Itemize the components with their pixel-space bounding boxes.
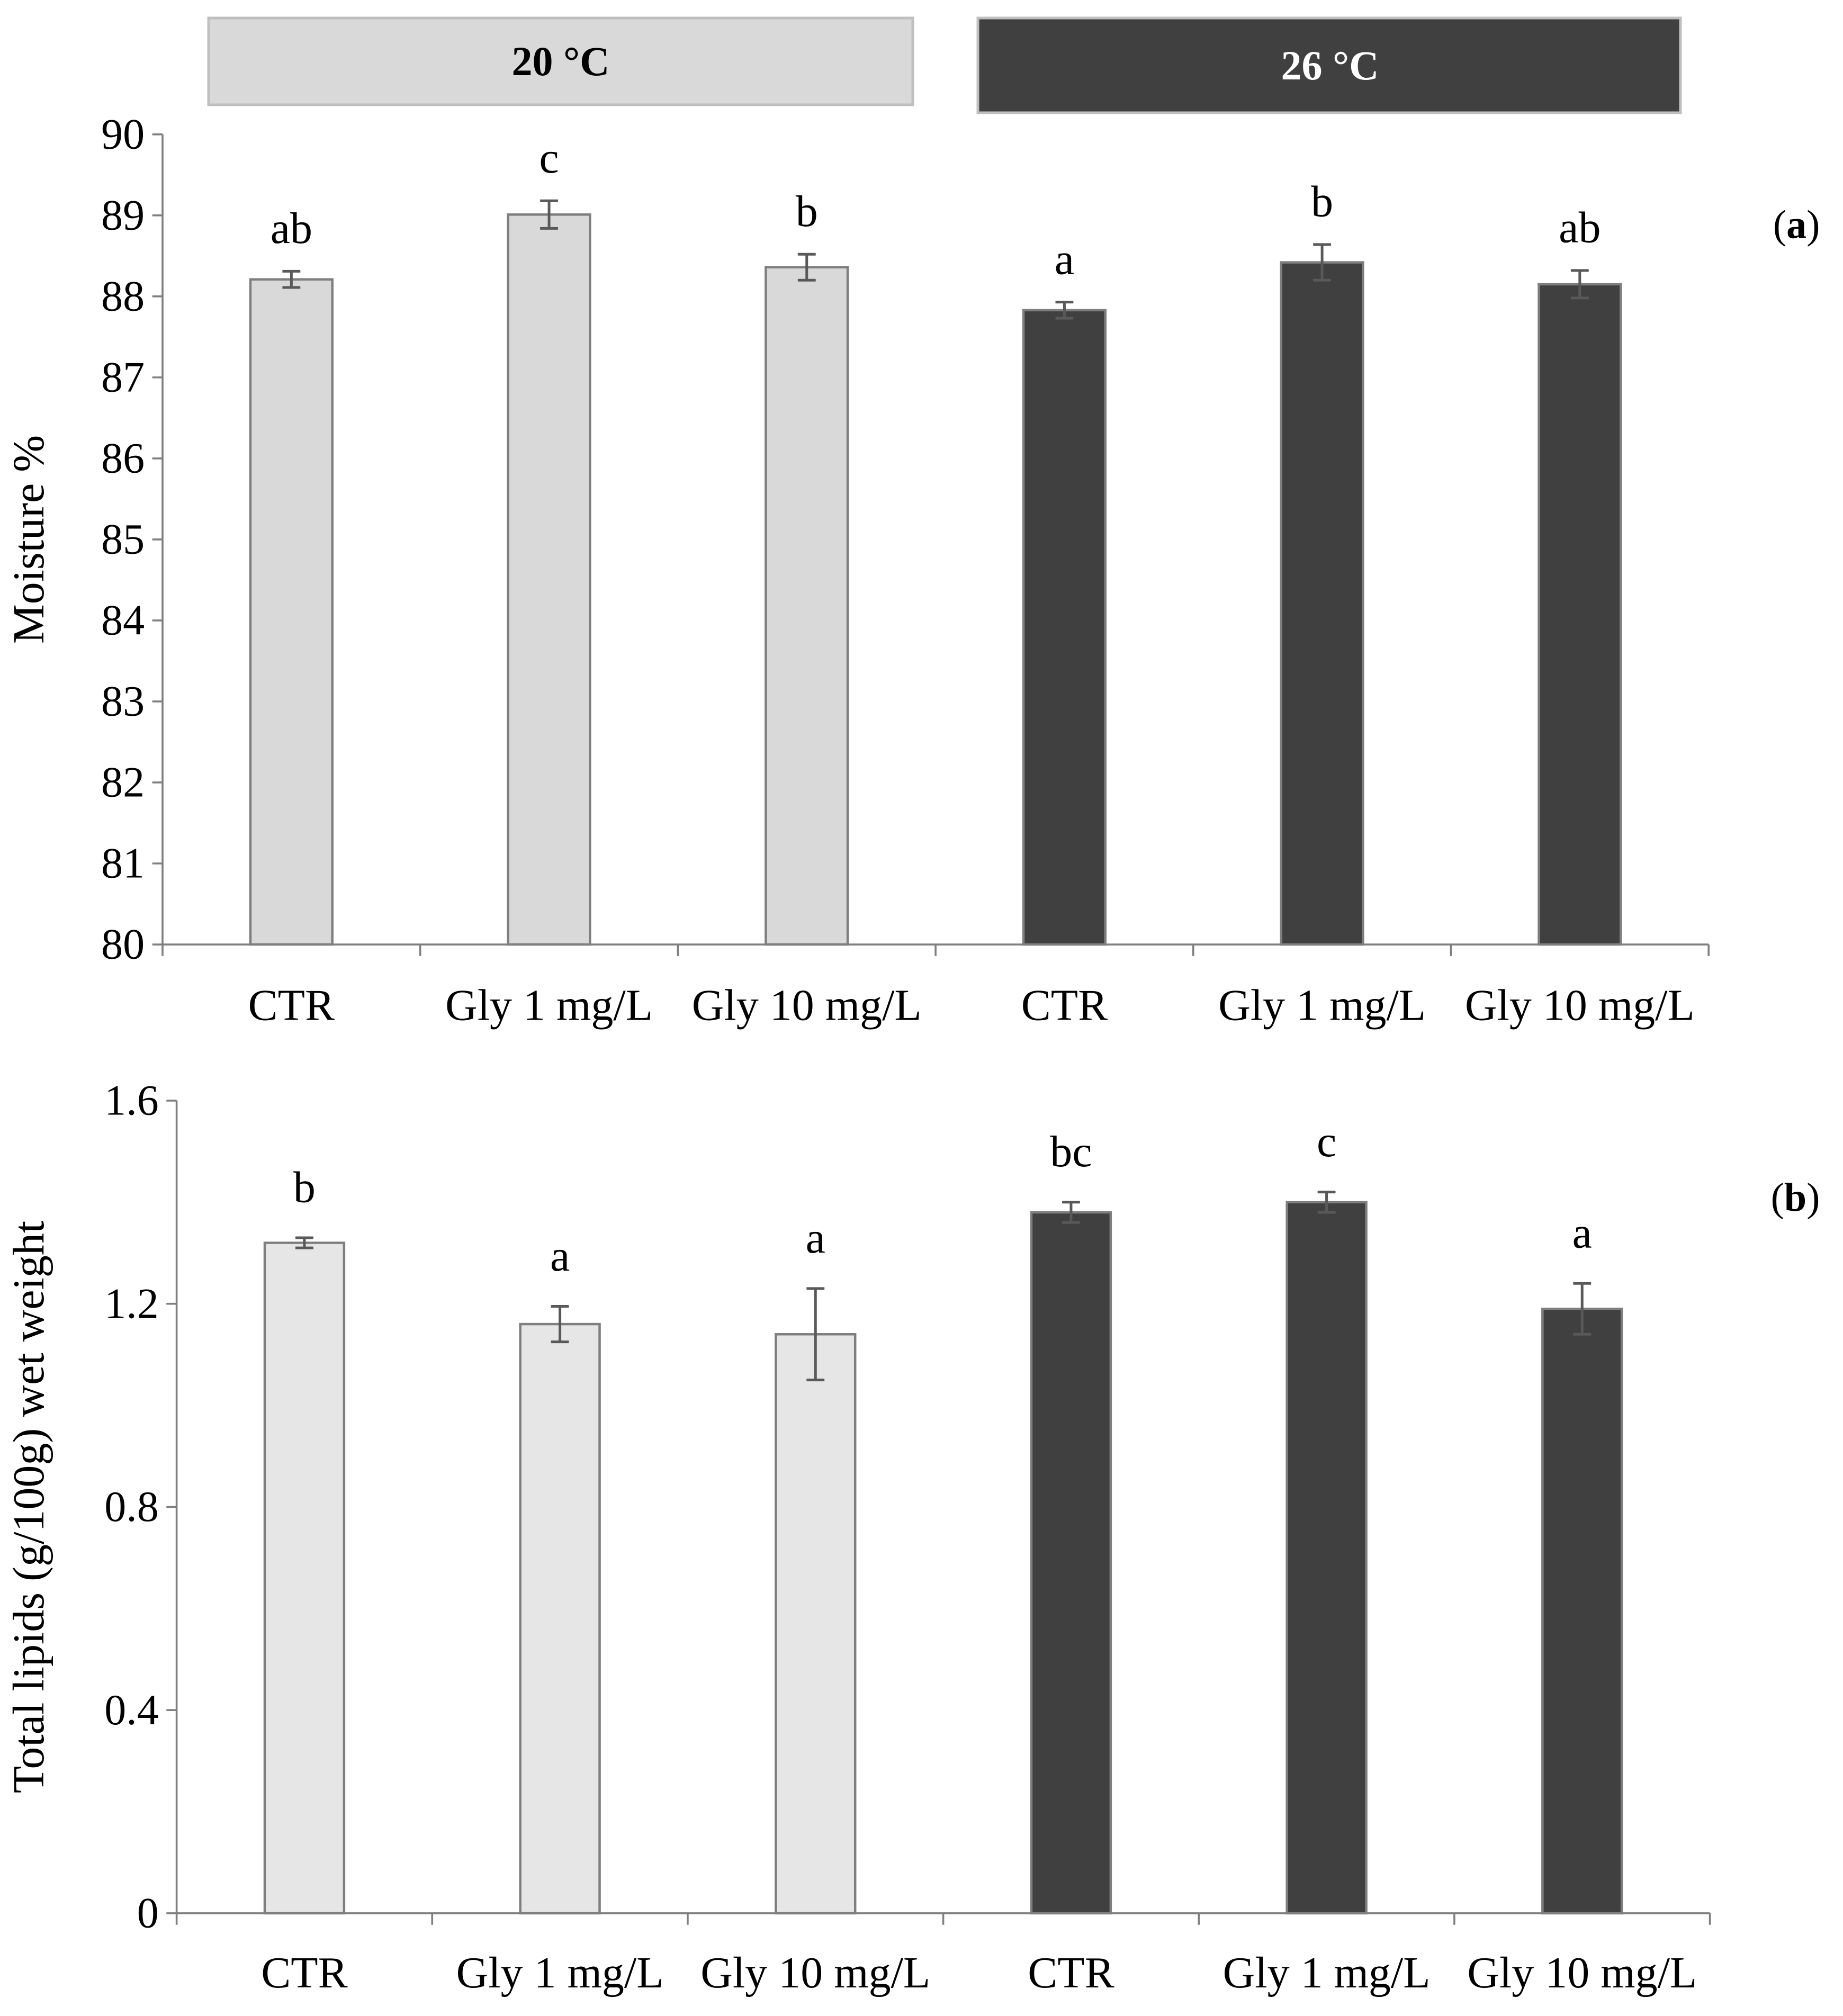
bar [519, 1322, 601, 1915]
panel-label-letter: a [1786, 203, 1806, 247]
significance-letter: a [1055, 235, 1074, 284]
bar [1285, 1201, 1368, 1915]
panel-label: (a) [1773, 203, 1820, 247]
legend: 20 °C 26 °C [207, 16, 1682, 114]
y-tick-label: 84 [101, 596, 145, 644]
y-tick-label: 88 [101, 272, 145, 320]
panel-label-letter: b [1784, 1175, 1806, 1220]
x-category-label: Gly 10 mg/L [1467, 1948, 1697, 1997]
y-tick-label: 82 [101, 758, 145, 806]
panel-label: (b) [1771, 1175, 1820, 1220]
x-category-label: Gly 1 mg/L [445, 981, 653, 1030]
x-category-label: Gly 10 mg/L [1465, 981, 1695, 1030]
bar [1030, 1211, 1112, 1915]
significance-letter: a [806, 1213, 825, 1263]
y-axis-title: Total lipids (g/100g) wet weight [4, 1221, 53, 1793]
legend-label-26c: 26 °C [1281, 42, 1379, 88]
legend-item-20c: 20 °C [207, 16, 914, 106]
x-category-label: Gly 10 mg/L [692, 981, 922, 1030]
x-category-label: Gly 1 mg/L [1223, 1948, 1431, 1997]
x-category-label: Gly 1 mg/L [456, 1948, 664, 1997]
bar [263, 1241, 346, 1915]
significance-letter: ab [1559, 203, 1601, 253]
y-tick-label: 86 [101, 434, 145, 482]
bar [249, 278, 334, 946]
significance-letter: b [1311, 177, 1333, 227]
y-tick-label: 90 [101, 110, 145, 158]
panel-label-close: ) [1806, 1175, 1820, 1220]
panel-b-total-lipids-chart: 0 0.4 0.8 1.2 1.6 Total lipids (g/100g) wet w… [4, 1076, 1820, 1998]
bar [775, 1333, 857, 1915]
x-category-label: Gly 10 mg/L [700, 1948, 930, 1997]
legend-label-20c: 20 °C [511, 38, 609, 84]
bar [1541, 1308, 1623, 1915]
legend-swatch-20c [207, 16, 914, 106]
panel-label-open: ( [1771, 1175, 1784, 1220]
bar [1538, 283, 1622, 946]
y-tick-label: 85 [101, 515, 145, 563]
x-category-label: CTR [1021, 981, 1108, 1030]
legend-swatch-26c [976, 16, 1682, 114]
x-category-label: CTR [1028, 1948, 1114, 1997]
y-tick-label: 81 [101, 839, 145, 887]
y-tick-label: 1.2 [104, 1279, 159, 1327]
y-tick-label: 87 [101, 353, 145, 401]
x-category-label: CTR [261, 1948, 347, 1997]
legend-item-26c: 26 °C [976, 16, 1682, 114]
panel-label-open: ( [1773, 203, 1786, 247]
y-tick-label: 0.8 [104, 1482, 159, 1531]
x-category-label: CTR [248, 981, 335, 1030]
bar [1022, 309, 1107, 946]
bar [507, 213, 591, 946]
significance-letter: a [1572, 1209, 1592, 1258]
significance-letter: a [550, 1231, 570, 1281]
significance-letter: b [796, 187, 818, 236]
significance-letter: bc [1050, 1127, 1092, 1176]
y-tick-label: 83 [101, 677, 145, 725]
x-category-label: Gly 1 mg/L [1218, 981, 1426, 1030]
y-axis-title: Moisture % [4, 435, 53, 644]
panel-label-close: ) [1806, 203, 1820, 247]
bar [1280, 261, 1364, 946]
y-tick-label: 80 [101, 920, 145, 968]
bar [765, 266, 849, 946]
y-tick-label: 89 [101, 191, 145, 239]
significance-letter: c [539, 133, 559, 183]
y-tick-label: 0 [137, 1889, 159, 1937]
significance-letter: b [293, 1163, 316, 1212]
significance-letter: ab [271, 204, 312, 253]
y-tick-label: 1.6 [104, 1076, 159, 1124]
significance-letter: c [1317, 1117, 1336, 1166]
y-tick-label: 0.4 [104, 1686, 159, 1734]
